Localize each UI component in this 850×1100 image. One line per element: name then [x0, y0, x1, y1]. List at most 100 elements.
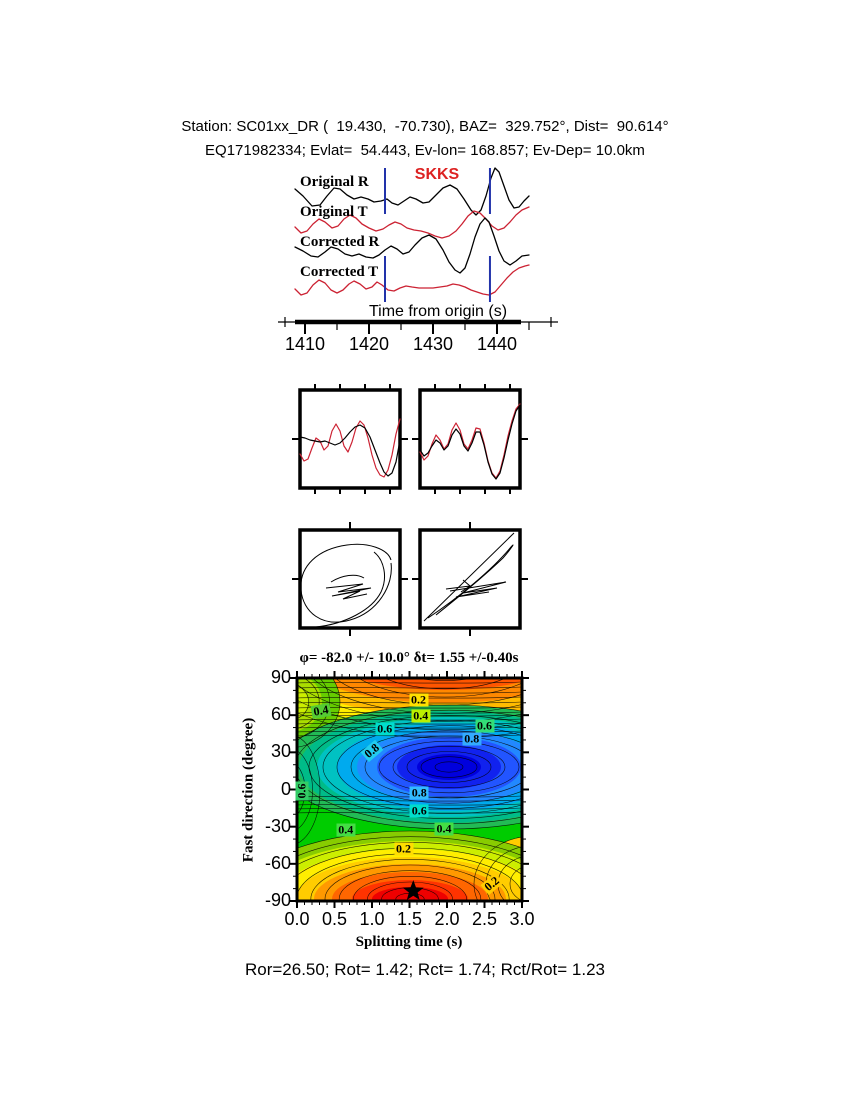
contour-value-label: 0.2 [409, 692, 428, 707]
contour-value-label: 0.6 [475, 718, 494, 733]
pm-after-diagonal-lens [427, 544, 514, 619]
contour-ring [297, 678, 320, 729]
contour-ring [420, 756, 478, 778]
contour-ring [297, 836, 522, 857]
contour-y-tick-label: -30 [264, 815, 291, 836]
contour-ring [324, 864, 496, 901]
contour-ring [383, 678, 507, 690]
phase-label: SKKS [414, 166, 460, 183]
contour-value-label: 0.4 [434, 821, 454, 836]
contour-ring [338, 870, 482, 901]
contour-line [297, 718, 522, 721]
contour-ring [297, 750, 313, 830]
contour-ring [297, 830, 522, 849]
contour-ring [297, 678, 341, 748]
contour-line [297, 799, 522, 802]
contour-ring [297, 699, 522, 731]
contour-ring [350, 730, 522, 804]
contour-value-label: 0.4 [411, 708, 431, 723]
contour-ring [367, 881, 453, 901]
contour-value-label: 0.6 [409, 803, 429, 818]
contour-line [297, 730, 522, 733]
contour-line [297, 696, 522, 699]
pm-before-outer-loop [300, 543, 392, 623]
particle-motion-boxes [292, 522, 528, 636]
time-tick-label: 1410 [284, 334, 326, 354]
contour-ring [297, 683, 522, 722]
contour-ring [297, 678, 330, 739]
contour-y-tick-label: 0 [280, 778, 291, 799]
contour-ring [353, 876, 467, 901]
contour-ring [509, 867, 522, 901]
pm-after-small-cross [445, 579, 471, 593]
contour-y-tick-label: -90 [264, 890, 291, 910]
time-axis [278, 317, 558, 334]
contour-fill [297, 685, 308, 719]
compare-before-slow [299, 424, 401, 477]
contour-value-label: 0.4 [336, 822, 356, 837]
contour-ring [378, 740, 520, 794]
contour-x-tick-label: 0.5 [321, 909, 348, 929]
contour-fill [355, 678, 522, 690]
contour-ring [357, 678, 522, 698]
contour-y-tick-label: 60 [270, 704, 291, 725]
contour-x-tick-label: 3.0 [509, 909, 535, 929]
contour-ring [297, 712, 522, 739]
contour-value-label: 0.6 [375, 721, 395, 736]
contour-y-tick-label: 30 [270, 741, 291, 762]
contour-ring [297, 736, 321, 844]
contour-line [297, 681, 522, 684]
event-info-line: EQ171982334; Evlat= 54.443, Ev-lon= 168.… [205, 142, 645, 159]
trace-label-original-r: Original R [300, 174, 369, 190]
contour-line [297, 701, 522, 704]
contour-ring [473, 836, 522, 901]
contour-value-label: 0.8 [462, 731, 482, 746]
compare-before-fast [299, 418, 401, 478]
best-fit-star [402, 880, 424, 900]
contour-ring [312, 678, 522, 714]
contour-line [297, 726, 522, 729]
contour-ring [434, 761, 464, 773]
waveform-compare-boxes [292, 384, 528, 494]
time-axis-label: Time from origin (s) [368, 303, 508, 320]
contour-y-tick-label: -60 [264, 852, 291, 873]
contour-ring [521, 881, 522, 887]
contour-x-tick-label: 2.5 [471, 909, 498, 929]
pm-before-center-scribble [325, 583, 372, 600]
trace-label-corrected-t: Corrected T [300, 264, 379, 280]
pm-after-diagonal-line [423, 532, 515, 622]
quality-stats-line: Ror=26.50; Rot= 1.42; Rct= 1.74; Rct/Rot… [244, 960, 606, 979]
contour-xlabel: Splitting time (s) [355, 934, 463, 950]
contour-value-label: 0.2 [394, 841, 413, 856]
contour-x-tick-label: 1.5 [396, 909, 423, 929]
trace-label-corrected-r: Corrected R [300, 234, 380, 250]
contour-map [297, 678, 522, 901]
contour-title: φ= -82.0 +/- 10.0° δt= 1.55 +/-0.40s [299, 650, 519, 666]
seismogram-panel [294, 167, 530, 302]
station-info-line: Station: SC01xx_DR ( 19.430, -70.730), B… [181, 118, 669, 135]
time-tick-label: 1440 [476, 334, 518, 354]
contour-ring [310, 859, 510, 901]
box-frame [418, 388, 522, 490]
contour-ring [297, 842, 522, 866]
time-tick-label: 1420 [348, 334, 390, 354]
pm-after-center-scribble [449, 581, 507, 598]
contour-line [297, 691, 522, 694]
contour-ring [322, 720, 522, 814]
trace-original-t [294, 206, 530, 239]
contour-ring [297, 685, 310, 719]
compare-after-fast [419, 403, 521, 479]
pm-before-small-arc [330, 574, 365, 583]
contour-ring [416, 678, 474, 681]
contour-x-tick-label: 2.0 [434, 909, 460, 929]
trace-label-original-t: Original T [300, 204, 368, 220]
contour-line [297, 811, 522, 814]
contour-y-tick-label: 90 [270, 667, 291, 687]
contour-line [297, 803, 522, 806]
trace-corrected-r [294, 217, 530, 274]
contour-x-tick-label: 1.0 [359, 909, 385, 929]
contour-fill [417, 754, 481, 780]
time-tick-label: 1430 [412, 334, 454, 354]
